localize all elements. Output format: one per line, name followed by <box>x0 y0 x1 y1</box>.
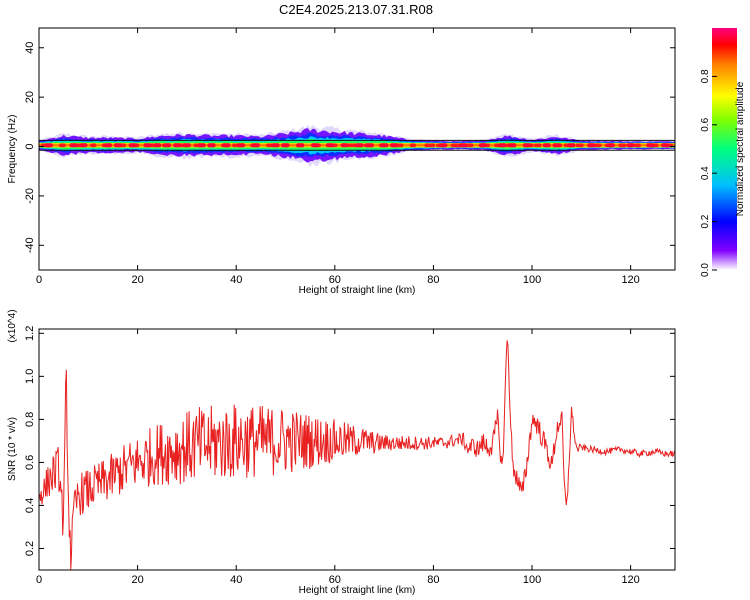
spectral-peak <box>646 143 655 148</box>
spectrogram-frame <box>38 27 676 271</box>
spectral-peak <box>567 143 576 148</box>
spectral-peak <box>439 143 448 148</box>
spectral-peak <box>633 143 641 148</box>
spectral-peak <box>173 143 182 148</box>
x-tick-label: 60 <box>329 274 341 286</box>
snr-series-line <box>39 340 675 570</box>
x-tick-label: 40 <box>230 574 242 586</box>
spectral-peak <box>222 143 231 148</box>
x-tick-label: 120 <box>621 574 639 586</box>
spectral-peak <box>128 143 137 148</box>
colorbar-gradient <box>712 28 737 270</box>
x-tick-label: 60 <box>329 574 341 586</box>
y-tick-label: 0.4 <box>24 498 36 513</box>
y-tick-label: 1.0 <box>24 369 36 384</box>
spectral-peak <box>409 143 416 148</box>
spectrogram-x-axis-label: Height of straight line (km) <box>299 285 416 296</box>
spectral-peak <box>325 143 334 148</box>
spectral-peak <box>575 143 584 148</box>
colorbar-tick-label: 0.2 <box>700 214 711 228</box>
y-tick-label: -40 <box>24 237 36 253</box>
y-tick-label: 0.2 <box>24 541 36 556</box>
spectrogram-band <box>39 124 675 168</box>
spectral-peak <box>59 143 66 148</box>
spectral-peak <box>153 143 162 148</box>
spectral-peak <box>69 143 78 148</box>
y-tick-label: 20 <box>24 91 36 103</box>
colorbar: 0.0 0.2 0.4 0.6 0.8 Normalized spectral ampl… <box>700 28 746 277</box>
y-tick-label: 0.8 <box>24 412 36 427</box>
snr-plot-area <box>39 340 675 570</box>
spectral-peak <box>552 143 561 148</box>
spectral-peak <box>626 143 635 148</box>
spectral-peak <box>389 143 398 148</box>
y-tick-label: 0 <box>24 143 36 149</box>
spectral-peak <box>271 143 280 148</box>
spectral-peak <box>251 143 260 148</box>
spectral-peak <box>311 143 320 148</box>
spectral-peak <box>143 143 152 148</box>
spectral-peak <box>498 143 507 148</box>
spectral-peak <box>523 143 532 148</box>
spectral-peak <box>163 143 172 148</box>
x-tick-label: 40 <box>230 274 242 286</box>
spectral-peak <box>44 143 53 148</box>
spectral-peak <box>340 143 349 148</box>
x-tick-label: 100 <box>523 574 541 586</box>
colorbar-tick-label: 0.6 <box>700 117 711 131</box>
x-tick-label: 100 <box>523 274 541 286</box>
spectral-peak <box>534 143 542 148</box>
colorbar-tick-label: 0.0 <box>700 263 711 277</box>
spectral-peak <box>104 143 113 148</box>
spectral-peak <box>618 143 627 148</box>
colorbar-tick-label: 0.4 <box>700 166 711 180</box>
spectral-peak <box>424 143 436 148</box>
spectral-peak <box>542 143 551 148</box>
spectral-peak <box>90 143 97 148</box>
snr-multiplier-label: (x10^4) <box>7 309 18 342</box>
spectrogram-y-axis-label: Frequency (Hz) <box>7 115 18 184</box>
snr-panel: 0 20 40 60 80 100 120 1.2 1.0 0.8 0.6 0.4 0.2 Heigh… <box>7 309 676 596</box>
snr-frame <box>38 328 676 571</box>
x-tick-label: 20 <box>131 274 143 286</box>
x-tick-label: 80 <box>427 274 439 286</box>
chart-title: C2E4.2025.213.07.31.R08 <box>279 2 433 17</box>
spectral-peak <box>296 143 305 148</box>
spectral-peak <box>113 143 122 148</box>
spectral-peak <box>365 143 374 148</box>
x-tick-label: 0 <box>36 574 42 586</box>
y-tick-label: -20 <box>24 188 36 204</box>
spectral-peak <box>237 143 246 148</box>
x-tick-label: 120 <box>621 274 639 286</box>
x-tick-label: 80 <box>427 574 439 586</box>
x-tick-label: 0 <box>36 274 42 286</box>
spectral-peak <box>606 143 615 148</box>
colorbar-label: Normalized spectral amplitude <box>735 81 746 216</box>
snr-y-axis-label: SNR (10 * v/v) <box>7 417 18 481</box>
spectral-peak <box>508 143 517 148</box>
spectral-peak <box>380 143 389 148</box>
y-tick-label: 40 <box>24 42 36 54</box>
spectral-peak <box>281 143 290 148</box>
spectral-peak <box>355 143 364 148</box>
x-tick-label: 20 <box>131 574 143 586</box>
spectral-peak <box>197 143 206 148</box>
colorbar-tick-label: 0.8 <box>700 69 711 83</box>
spectral-peak <box>587 143 596 148</box>
spectral-peak <box>207 143 216 148</box>
y-tick-label: 1.2 <box>24 326 36 341</box>
spectral-peak <box>459 143 467 148</box>
spectral-peak <box>661 143 670 148</box>
snr-x-axis-label: Height of straight line (km) <box>299 585 416 596</box>
spectral-peak <box>478 143 487 148</box>
spectral-peak <box>79 143 88 148</box>
spectral-peak <box>182 143 191 148</box>
y-tick-label: 0.6 <box>24 455 36 470</box>
spectral-peak <box>450 143 461 148</box>
spectrogram-panel: 0 20 40 60 80 100 120 40 20 0 -20 -40 Height of st… <box>7 27 676 296</box>
